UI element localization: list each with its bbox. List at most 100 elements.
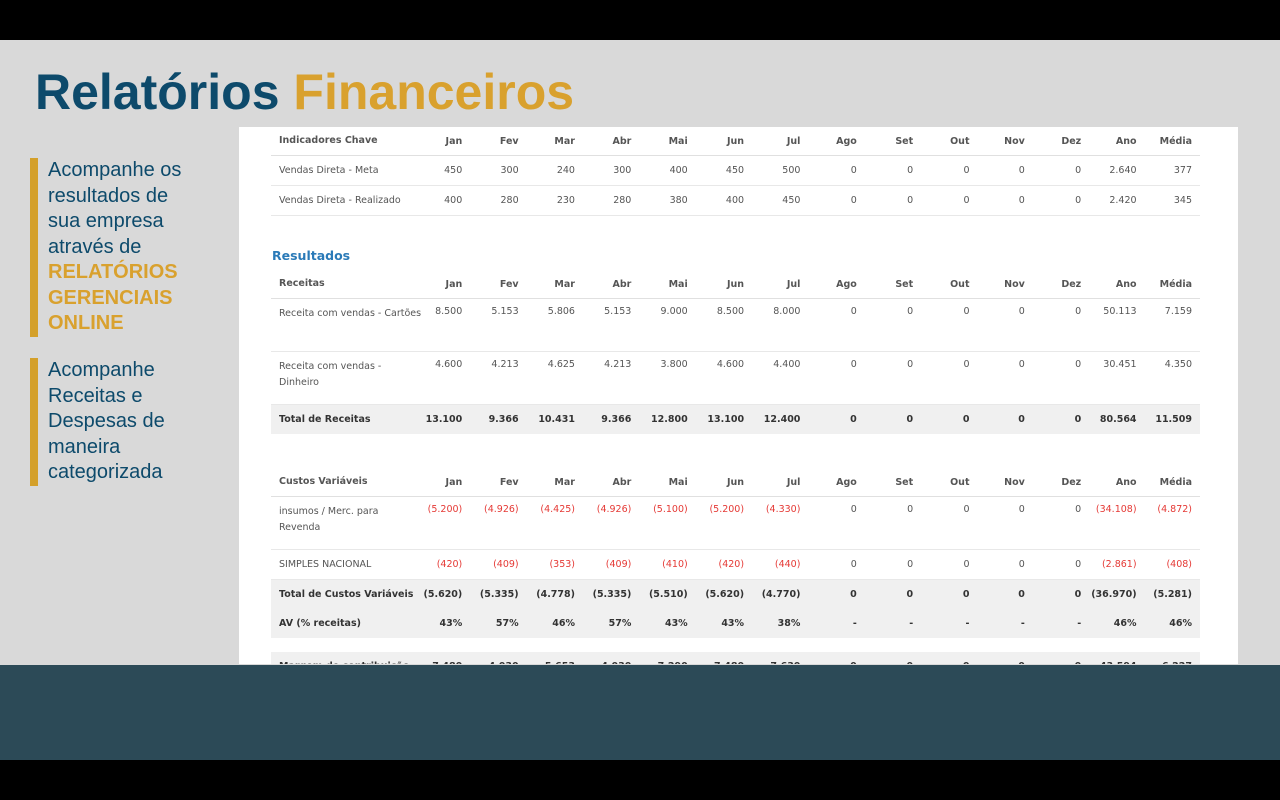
indicadores-table: Indicadores Chave Jan Fev Mar Abr Mai Jun Jul Ag…: [271, 127, 1200, 216]
column-header: Set: [864, 127, 922, 156]
table-cell: 400: [421, 185, 471, 216]
table-cell: 46%: [526, 609, 583, 638]
table-row: insumos / Merc. para Revenda (5.200) (4.92…: [271, 496, 1200, 550]
table-cell: -: [808, 609, 865, 638]
report-screenshot: Indicadores Chave Jan Fev Mar Abr Mai Jun Jul Ag…: [239, 127, 1238, 664]
table-cell: 280: [470, 185, 527, 216]
table-cell: (5.335): [582, 579, 640, 609]
column-header: Ano: [1089, 468, 1145, 497]
column-header: Dez: [1032, 127, 1090, 156]
table-cell: 0: [1032, 185, 1090, 216]
table-cell: 230: [526, 185, 583, 216]
table-cell: 0: [864, 652, 922, 664]
table-cell: 5.806: [526, 298, 583, 352]
table-row: Vendas Direta - Realizado 400 280 230 280 380…: [271, 185, 1200, 216]
table-cell: (440): [752, 549, 809, 580]
section-title: Indicadores Chave: [271, 127, 422, 156]
table-cell: 6.227: [1144, 652, 1200, 664]
table-cell: 30.451: [1089, 351, 1145, 405]
column-header: Dez: [1032, 468, 1090, 497]
table-cell: 0: [921, 652, 978, 664]
total-custos-row: Total de Custos Variáveis (5.620) (5.335)(…: [271, 579, 1200, 609]
table-cell: 0: [977, 185, 1033, 216]
table-cell: 0: [977, 579, 1033, 609]
bottom-letterbox: [0, 760, 1280, 800]
table-cell: 4.600: [695, 351, 753, 405]
column-header: Jan: [421, 468, 471, 497]
column-header: Média: [1144, 127, 1200, 156]
table-cell: 80.564: [1089, 404, 1145, 434]
table-cell: 8.000: [752, 298, 809, 352]
table-cell: -: [1032, 609, 1090, 638]
table-cell: (420): [695, 549, 753, 580]
row-label: Margem de contribuição: [271, 652, 422, 664]
bullet-2-text: Acompanhe Receitas e Despesas de maneira…: [48, 359, 165, 483]
table-cell: 0: [921, 298, 978, 352]
table-cell: (5.335): [470, 579, 527, 609]
table-cell: (5.620): [695, 579, 753, 609]
margem-row: Margem de contribuição7.4804.0305.6534.0…: [271, 652, 1200, 664]
column-header: Mai: [639, 127, 696, 156]
table-cell: 450: [421, 155, 471, 186]
column-header: Ago: [808, 127, 865, 156]
table-cell: 0: [864, 549, 922, 580]
row-label: Total de Receitas: [271, 404, 422, 434]
column-header: Set: [864, 468, 922, 497]
table-cell: (4.425): [526, 496, 583, 550]
table-cell: 0: [977, 652, 1033, 664]
table-cell: 2.420: [1089, 185, 1145, 216]
table-cell: (5.510): [639, 579, 696, 609]
row-label: Receita com vendas - Dinheiro: [271, 351, 422, 405]
section-title: Custos Variáveis: [271, 468, 422, 497]
table-cell: 0: [921, 185, 978, 216]
table-cell: -: [977, 609, 1033, 638]
total-receitas-row: Total de Receitas 13.100 9.366 10.431 9.366 1…: [271, 404, 1200, 434]
table-cell: 43.594: [1089, 652, 1145, 664]
table-cell: (5.100): [639, 496, 696, 550]
row-label: Vendas Direta - Meta: [271, 155, 422, 186]
table-cell: 4.030: [582, 652, 640, 664]
column-header: Média: [1144, 468, 1200, 497]
bullet-categorized: Acompanhe Receitas e Despesas de maneira…: [30, 358, 198, 486]
table-cell: 0: [977, 496, 1033, 550]
table-cell: 50.113: [1089, 298, 1145, 352]
table-row: SIMPLES NACIONAL (420) (409) (353) (409) (410…: [271, 549, 1200, 580]
table-cell: 0: [808, 496, 865, 550]
table-cell: 300: [470, 155, 527, 186]
table-cell: 4.213: [582, 351, 640, 405]
table-cell: 9.366: [582, 404, 640, 434]
table-cell: (4.926): [470, 496, 527, 550]
section-title: Receitas: [271, 270, 422, 299]
table-cell: 8.500: [421, 298, 471, 352]
table-cell: (36.970): [1089, 579, 1145, 609]
column-header: Jul: [752, 270, 809, 299]
table-cell: 0: [808, 549, 865, 580]
table-cell: 46%: [1144, 609, 1200, 638]
table-cell: 10.431: [526, 404, 583, 434]
table-cell: 7.630: [752, 652, 809, 664]
table-cell: (409): [470, 549, 527, 580]
slide-footer-band: [0, 665, 1280, 760]
receitas-header-row: Receitas Jan Fev Mar Abr Mai Jun Jul Ago Set Out No…: [271, 270, 1200, 299]
table-cell: (2.861): [1089, 549, 1145, 580]
table-cell: (5.281): [1144, 579, 1200, 609]
title-part-1: Relatórios: [35, 64, 280, 120]
column-header: Fev: [470, 127, 527, 156]
table-cell: 345: [1144, 185, 1200, 216]
table-cell: 57%: [470, 609, 527, 638]
table-cell: 400: [639, 155, 696, 186]
top-letterbox: [0, 0, 1280, 40]
table-cell: 0: [1032, 579, 1090, 609]
table-cell: 13.100: [421, 404, 471, 434]
table-cell: (5.200): [421, 496, 471, 550]
table-cell: 4.625: [526, 351, 583, 405]
table-cell: 0: [864, 351, 922, 405]
table-cell: 0: [864, 155, 922, 186]
indicadores-header-row: Indicadores Chave Jan Fev Mar Abr Mai Jun Jul Ag…: [271, 127, 1200, 156]
column-header: Jul: [752, 468, 809, 497]
table-cell: 43%: [695, 609, 753, 638]
bullet-1-highlight: RELATÓRIOS GERENCIAIS ONLINE: [48, 261, 178, 334]
table-cell: (34.108): [1089, 496, 1145, 550]
row-label: insumos / Merc. para Revenda: [271, 496, 422, 550]
column-header: Nov: [977, 468, 1033, 497]
